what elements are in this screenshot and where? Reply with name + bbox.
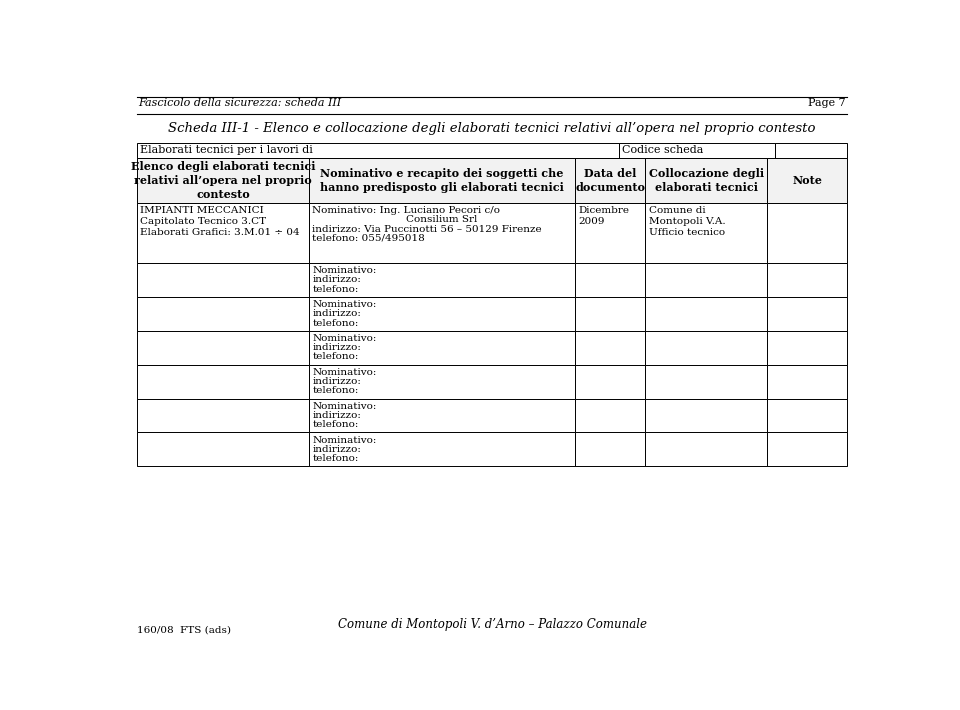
Text: indirizzo:: indirizzo:: [312, 310, 361, 318]
Bar: [645, 158, 767, 203]
Bar: [767, 365, 847, 398]
Text: Nominativo:: Nominativo:: [312, 402, 376, 410]
Bar: [137, 263, 309, 297]
Text: telefono:: telefono:: [312, 285, 359, 294]
Bar: [575, 432, 645, 466]
Bar: [767, 203, 847, 263]
Text: telefono: 055/495018: telefono: 055/495018: [312, 234, 425, 243]
Bar: [309, 203, 575, 263]
Text: Data del
documento: Data del documento: [575, 168, 645, 193]
Bar: [575, 365, 645, 398]
Text: indirizzo:: indirizzo:: [312, 275, 361, 285]
Bar: [767, 398, 847, 432]
Text: Nominativo:: Nominativo:: [312, 334, 376, 343]
Text: indirizzo:: indirizzo:: [312, 411, 361, 420]
Bar: [575, 203, 645, 263]
Bar: [137, 398, 309, 432]
Text: indirizzo:: indirizzo:: [312, 377, 361, 386]
Bar: [645, 263, 767, 297]
Bar: [775, 143, 847, 158]
Bar: [309, 432, 575, 466]
Text: IMPIANTI MECCANICI
Capitolato Tecnico 3.CT
Elaborati Grafici: 3.M.01 ÷ 04: IMPIANTI MECCANICI Capitolato Tecnico 3.…: [140, 206, 300, 237]
Text: telefono:: telefono:: [312, 386, 359, 395]
Text: Consilium Srl: Consilium Srl: [406, 215, 478, 224]
Text: Nominativo e recapito dei soggetti che
hanno predisposto gli elaborati tecnici: Nominativo e recapito dei soggetti che h…: [320, 168, 564, 193]
Text: Comune di Montopoli V. d’Arno – Palazzo Comunale: Comune di Montopoli V. d’Arno – Palazzo …: [338, 618, 646, 631]
Text: Nominativo: Ing. Luciano Pecori c/o: Nominativo: Ing. Luciano Pecori c/o: [312, 206, 500, 215]
Text: Nominativo:: Nominativo:: [312, 300, 376, 309]
Bar: [767, 158, 847, 203]
Text: Note: Note: [792, 175, 822, 186]
Bar: [619, 143, 775, 158]
Bar: [575, 331, 645, 365]
Text: Collocazione degli
elaborati tecnici: Collocazione degli elaborati tecnici: [649, 168, 764, 193]
Text: Dicembre
2009: Dicembre 2009: [578, 206, 629, 226]
Bar: [309, 331, 575, 365]
Text: Nominativo:: Nominativo:: [312, 368, 376, 377]
Text: indirizzo:: indirizzo:: [312, 444, 361, 454]
Text: telefono:: telefono:: [312, 454, 359, 463]
Bar: [309, 398, 575, 432]
Text: Page 7: Page 7: [807, 98, 846, 109]
Bar: [767, 297, 847, 331]
Bar: [137, 143, 619, 158]
Text: Nominativo:: Nominativo:: [312, 266, 376, 275]
Text: indirizzo: Via Puccinotti 56 – 50129 Firenze: indirizzo: Via Puccinotti 56 – 50129 Fir…: [312, 224, 541, 234]
Bar: [309, 297, 575, 331]
Bar: [575, 297, 645, 331]
Text: Scheda III-1 - Elenco e collocazione degli elaborati tecnici relativi all’opera : Scheda III-1 - Elenco e collocazione deg…: [168, 122, 816, 135]
Text: Elaborati tecnici per i lavori di: Elaborati tecnici per i lavori di: [140, 146, 313, 155]
Text: indirizzo:: indirizzo:: [312, 343, 361, 352]
Bar: [137, 297, 309, 331]
Text: telefono:: telefono:: [312, 420, 359, 429]
Bar: [575, 263, 645, 297]
Bar: [767, 263, 847, 297]
Bar: [137, 203, 309, 263]
Bar: [309, 263, 575, 297]
Bar: [137, 432, 309, 466]
Text: Nominativo:: Nominativo:: [312, 435, 376, 444]
Bar: [645, 331, 767, 365]
Text: telefono:: telefono:: [312, 319, 359, 327]
Bar: [309, 158, 575, 203]
Text: Codice scheda: Codice scheda: [622, 146, 704, 155]
Text: Fascicolo della sicurezza: scheda III: Fascicolo della sicurezza: scheda III: [138, 98, 342, 109]
Bar: [645, 365, 767, 398]
Bar: [137, 365, 309, 398]
Bar: [309, 365, 575, 398]
Text: Comune di
Montopoli V.A.
Ufficio tecnico: Comune di Montopoli V.A. Ufficio tecnico: [649, 206, 725, 237]
Bar: [137, 331, 309, 365]
Bar: [767, 331, 847, 365]
Text: Elenco degli elaborati tecnici
relativi all’opera nel proprio
contesto: Elenco degli elaborati tecnici relativi …: [131, 161, 315, 200]
Bar: [767, 432, 847, 466]
Bar: [645, 398, 767, 432]
Text: telefono:: telefono:: [312, 352, 359, 361]
Text: 160/08  FTS (ads): 160/08 FTS (ads): [137, 626, 231, 635]
Bar: [645, 203, 767, 263]
Bar: [645, 432, 767, 466]
Bar: [575, 158, 645, 203]
Bar: [645, 297, 767, 331]
Bar: [137, 158, 309, 203]
Bar: [575, 398, 645, 432]
